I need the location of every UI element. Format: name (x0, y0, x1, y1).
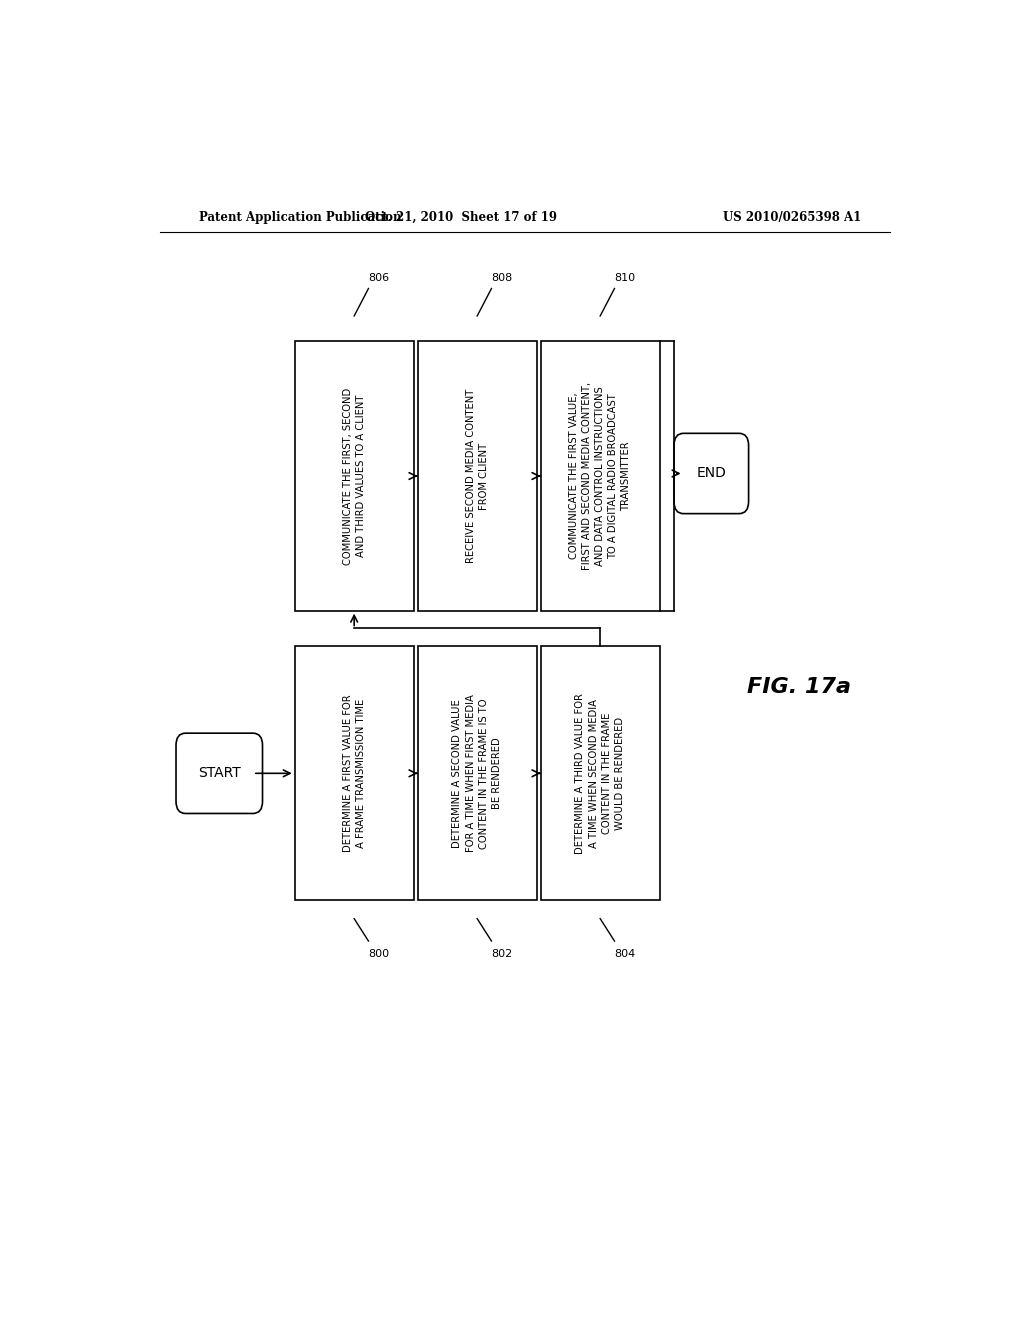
Text: 804: 804 (614, 949, 636, 960)
FancyBboxPatch shape (176, 733, 262, 813)
Text: DETERMINE A FIRST VALUE FOR
A FRAME TRANSMISSION TIME: DETERMINE A FIRST VALUE FOR A FRAME TRAN… (343, 694, 366, 853)
Text: 810: 810 (614, 273, 636, 284)
Bar (418, 342, 537, 611)
Text: START: START (198, 767, 241, 780)
Text: DETERMINE A THIRD VALUE FOR
A TIME WHEN SECOND MEDIA
CONTENT IN THE FRAME
WOULD : DETERMINE A THIRD VALUE FOR A TIME WHEN … (575, 693, 625, 854)
Text: Patent Application Publication: Patent Application Publication (200, 211, 402, 224)
Text: Oct. 21, 2010  Sheet 17 of 19: Oct. 21, 2010 Sheet 17 of 19 (366, 211, 557, 224)
Text: RECEIVE SECOND MEDIA CONTENT
FROM CLIENT: RECEIVE SECOND MEDIA CONTENT FROM CLIENT (466, 389, 488, 564)
Text: 808: 808 (492, 273, 513, 284)
Bar (295, 647, 414, 900)
Text: 806: 806 (369, 273, 389, 284)
Text: FIG. 17a: FIG. 17a (748, 677, 851, 697)
Bar (541, 342, 659, 611)
Text: END: END (696, 466, 726, 480)
Bar (541, 647, 659, 900)
Text: 800: 800 (369, 949, 389, 960)
Text: DETERMINE A SECOND VALUE
FOR A TIME WHEN FIRST MEDIA
CONTENT IN THE FRAME IS TO
: DETERMINE A SECOND VALUE FOR A TIME WHEN… (453, 694, 502, 853)
Bar (295, 342, 414, 611)
Text: US 2010/0265398 A1: US 2010/0265398 A1 (723, 211, 861, 224)
FancyBboxPatch shape (674, 433, 749, 513)
Text: 802: 802 (492, 949, 513, 960)
Text: COMMUNICATE THE FIRST, SECOND
AND THIRD VALUES TO A CLIENT: COMMUNICATE THE FIRST, SECOND AND THIRD … (343, 387, 366, 565)
Bar (418, 647, 537, 900)
Text: COMMUNICATE THE FIRST VALUE,
FIRST AND SECOND MEDIA CONTENT,
AND DATA CONTROL IN: COMMUNICATE THE FIRST VALUE, FIRST AND S… (568, 381, 632, 570)
